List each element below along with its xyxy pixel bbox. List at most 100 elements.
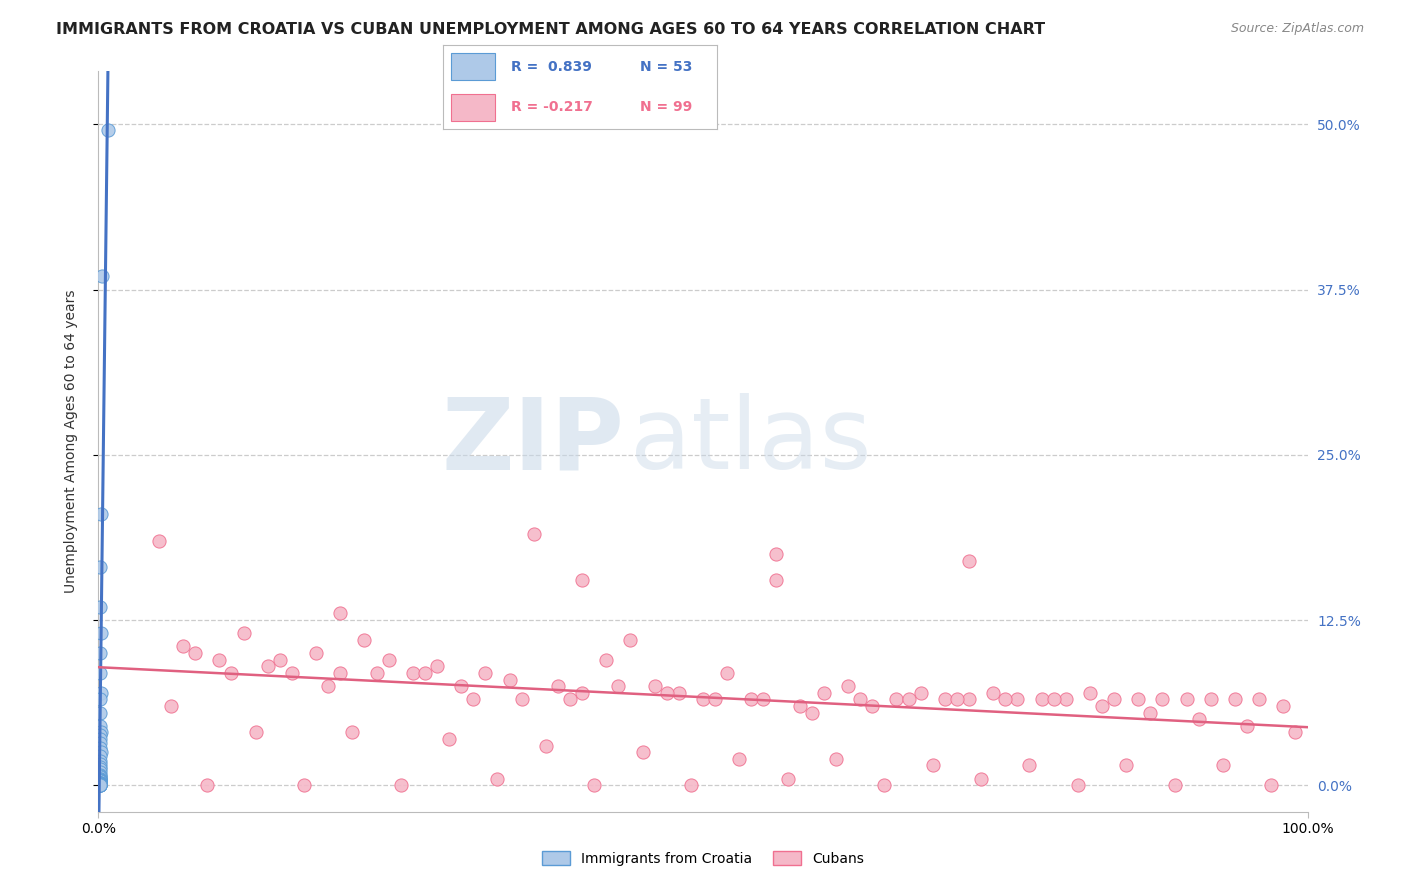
Point xyxy=(1067,778,1090,792)
Point xyxy=(946,692,969,706)
Point xyxy=(89,770,111,784)
Point xyxy=(1115,758,1137,772)
Point xyxy=(89,765,111,780)
Point xyxy=(89,777,111,791)
Point xyxy=(89,774,111,789)
Point xyxy=(1236,719,1258,733)
Point xyxy=(89,775,111,789)
Point xyxy=(89,775,111,789)
Point xyxy=(172,640,194,654)
Point xyxy=(89,774,111,789)
Point xyxy=(90,508,112,522)
Point xyxy=(89,755,111,769)
Point xyxy=(389,778,412,792)
Text: R =  0.839: R = 0.839 xyxy=(512,60,592,74)
Point xyxy=(1152,692,1174,706)
Point xyxy=(89,777,111,791)
Point xyxy=(1042,692,1064,706)
Point xyxy=(232,626,254,640)
Point xyxy=(89,778,111,792)
Point xyxy=(89,772,111,786)
Point xyxy=(89,775,111,789)
Point xyxy=(316,679,339,693)
Point xyxy=(704,692,727,706)
Point xyxy=(631,745,654,759)
Point xyxy=(89,731,111,746)
Point xyxy=(571,574,593,588)
Point xyxy=(981,686,1004,700)
Point xyxy=(994,692,1017,706)
Legend: Immigrants from Croatia, Cubans: Immigrants from Croatia, Cubans xyxy=(537,846,869,871)
Point xyxy=(1212,758,1234,772)
Point xyxy=(90,686,112,700)
Point xyxy=(89,777,111,791)
Point xyxy=(463,692,485,706)
Point xyxy=(90,745,112,759)
Point xyxy=(789,698,811,713)
Point xyxy=(1031,692,1053,706)
Point xyxy=(89,777,111,791)
Point xyxy=(89,778,111,792)
Point xyxy=(89,736,111,750)
Point xyxy=(765,547,787,561)
Point xyxy=(160,698,183,713)
Text: ZIP: ZIP xyxy=(441,393,624,490)
Point xyxy=(305,646,328,660)
Point xyxy=(510,692,533,706)
Point xyxy=(825,752,848,766)
Point xyxy=(1018,758,1040,772)
Point xyxy=(89,777,111,791)
Point xyxy=(97,122,120,136)
Point xyxy=(1260,778,1282,792)
Point xyxy=(89,772,111,786)
Point xyxy=(89,778,111,792)
Text: Source: ZipAtlas.com: Source: ZipAtlas.com xyxy=(1230,22,1364,36)
Point xyxy=(366,665,388,680)
Point xyxy=(89,719,111,733)
Text: N = 99: N = 99 xyxy=(640,100,693,114)
Point xyxy=(873,778,896,792)
Point xyxy=(450,679,472,693)
Point xyxy=(221,665,243,680)
Point xyxy=(89,728,111,742)
Point xyxy=(90,626,112,640)
Point xyxy=(256,659,278,673)
Point xyxy=(752,692,775,706)
Point xyxy=(342,725,364,739)
Point xyxy=(776,772,799,786)
Point xyxy=(377,653,399,667)
Point xyxy=(89,599,111,614)
Point xyxy=(619,632,641,647)
Point xyxy=(1284,725,1306,739)
Point xyxy=(89,763,111,777)
Point xyxy=(1139,706,1161,720)
Point xyxy=(716,665,738,680)
Point xyxy=(486,772,509,786)
Point xyxy=(668,686,690,700)
Point xyxy=(897,692,920,706)
Point xyxy=(89,775,111,789)
Point xyxy=(1223,692,1246,706)
Point xyxy=(1128,692,1150,706)
Point xyxy=(413,665,436,680)
Point xyxy=(195,778,218,792)
Text: IMMIGRANTS FROM CROATIA VS CUBAN UNEMPLOYMENT AMONG AGES 60 TO 64 YEARS CORRELAT: IMMIGRANTS FROM CROATIA VS CUBAN UNEMPLO… xyxy=(56,22,1046,37)
Point xyxy=(957,692,980,706)
Point xyxy=(886,692,908,706)
Point xyxy=(281,665,304,680)
Point xyxy=(765,574,787,588)
Point xyxy=(1163,778,1185,792)
Point xyxy=(957,553,980,567)
Point xyxy=(1188,712,1211,726)
Point xyxy=(426,659,449,673)
Point xyxy=(534,739,557,753)
Point xyxy=(89,778,111,792)
Point xyxy=(89,760,111,774)
Point xyxy=(269,653,291,667)
Point xyxy=(558,692,581,706)
Point xyxy=(547,679,569,693)
Point xyxy=(1078,686,1101,700)
Point xyxy=(837,679,859,693)
Point xyxy=(90,725,112,739)
Point xyxy=(353,632,375,647)
